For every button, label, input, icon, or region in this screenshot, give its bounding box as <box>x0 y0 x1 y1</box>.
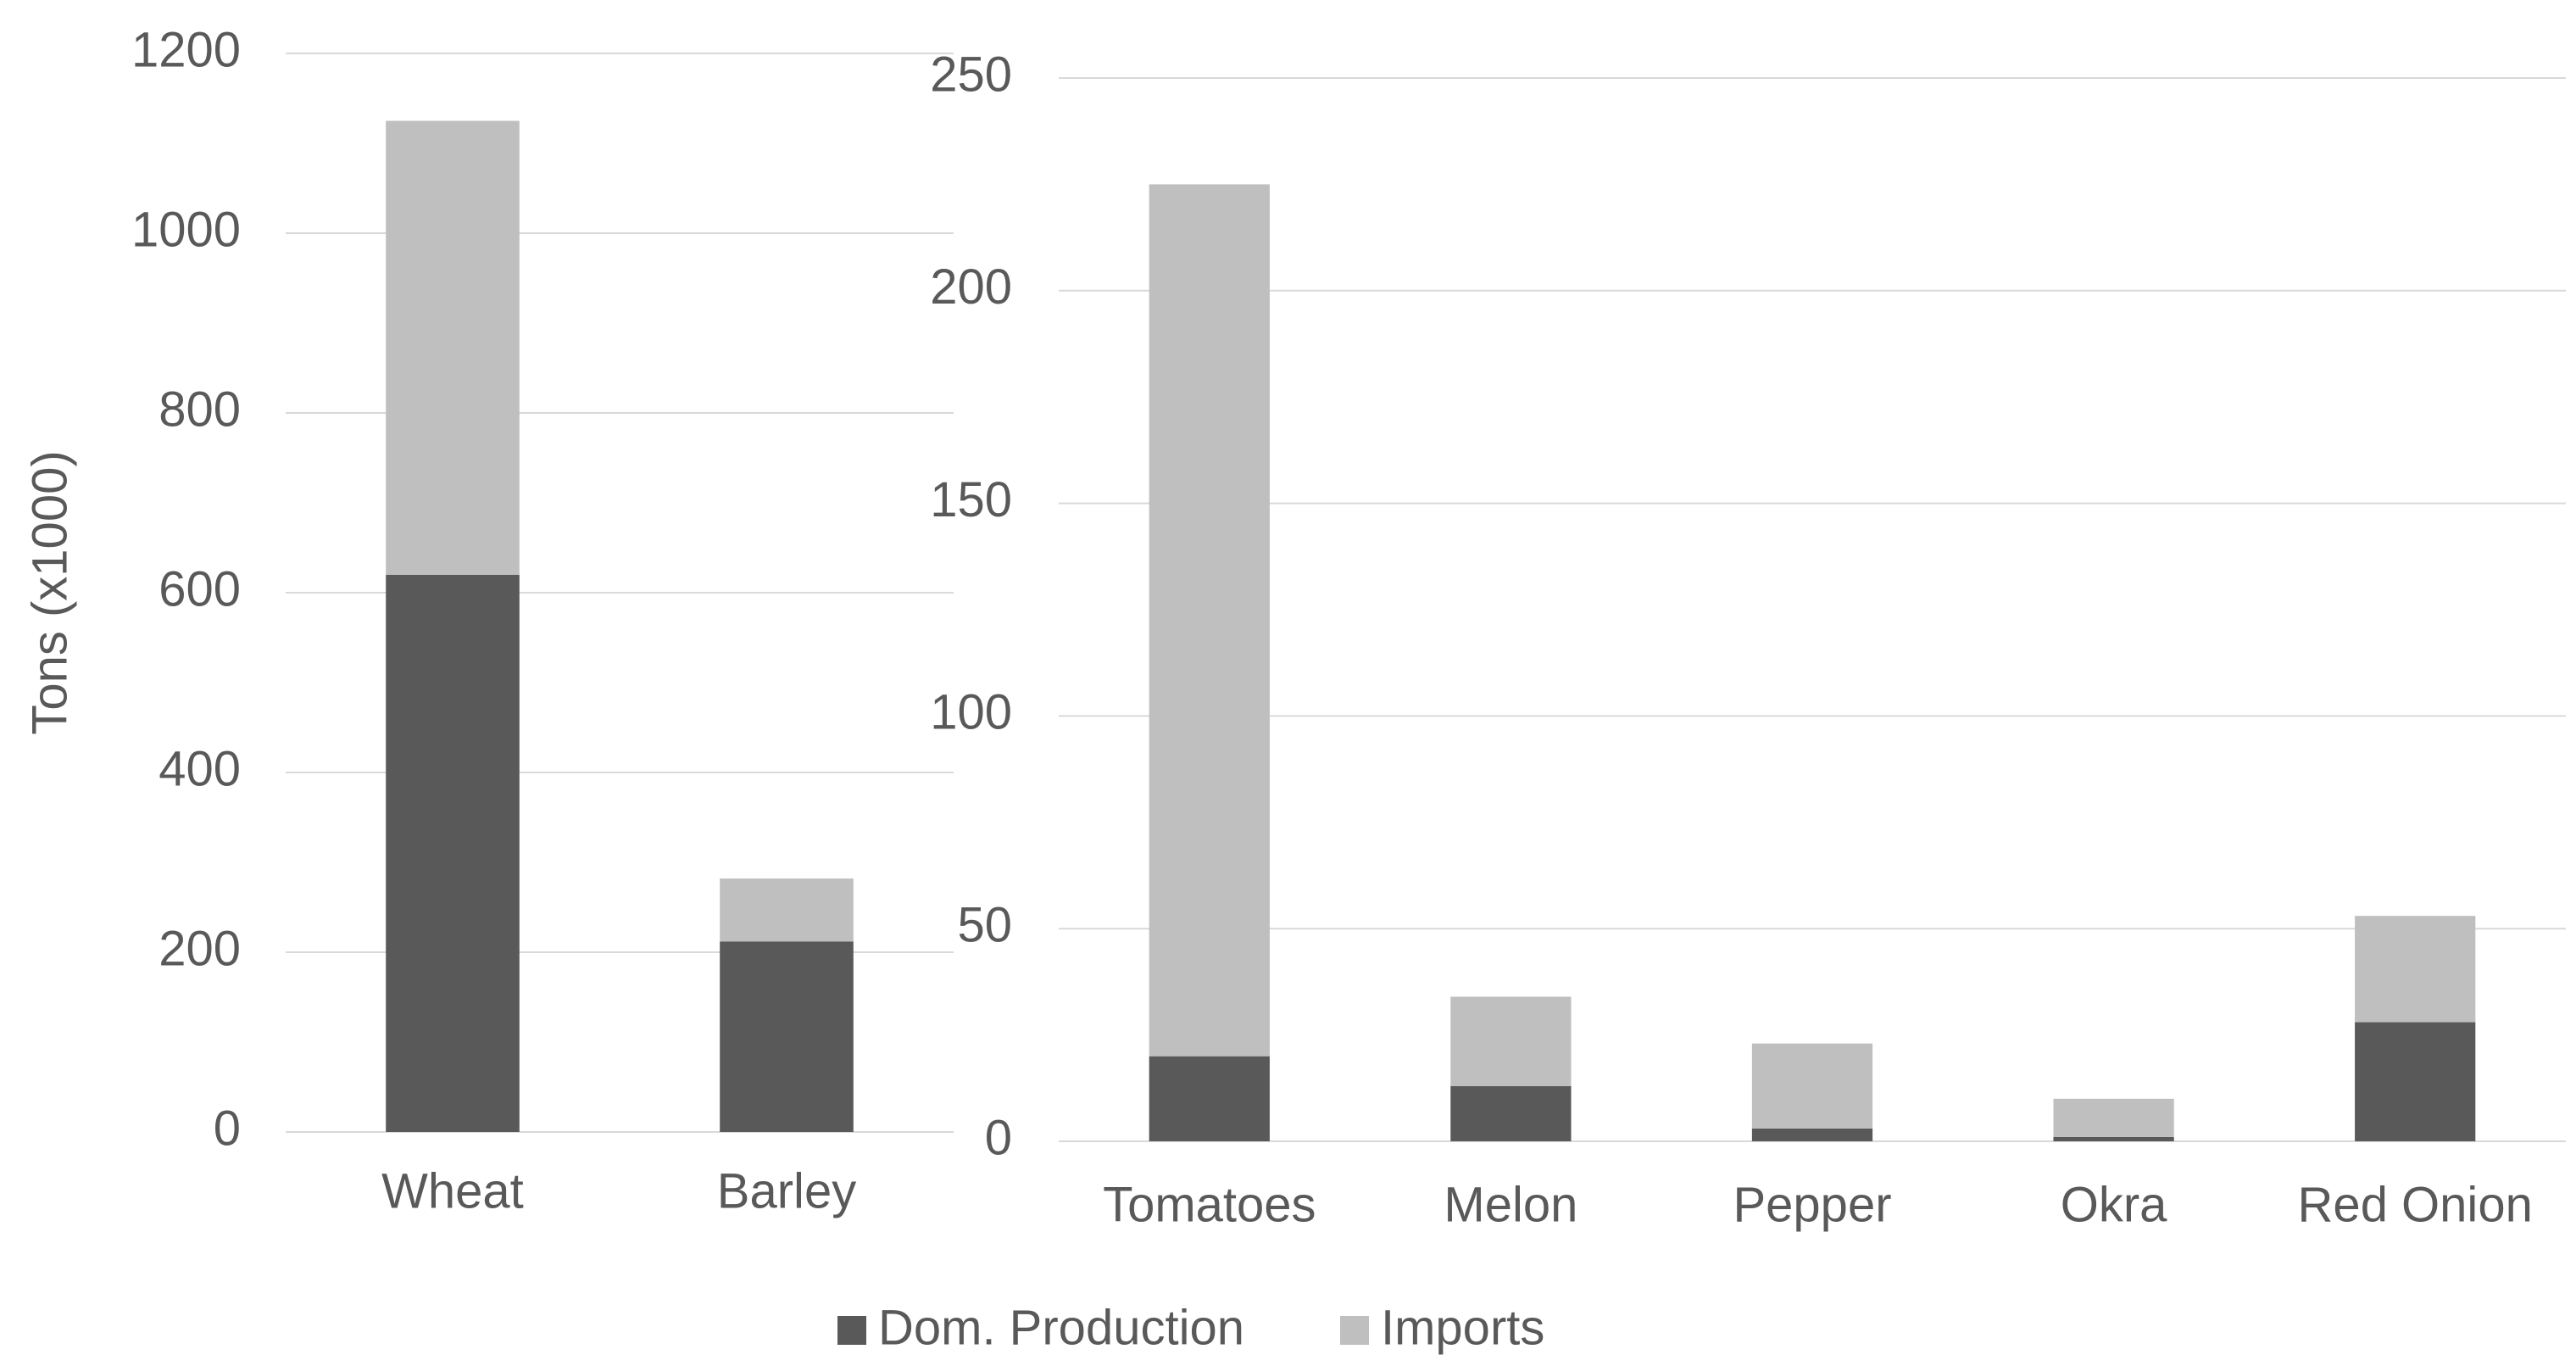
legend-label: Imports <box>1381 1300 1544 1355</box>
legend-label: Dom. Production <box>878 1300 1244 1355</box>
y-tick-label: 1000 <box>131 202 241 257</box>
x-tick-label: Pepper <box>1733 1177 1891 1232</box>
x-tick-label: Okra <box>2061 1177 2167 1232</box>
x-tick-label: Tomatoes <box>1103 1177 1316 1232</box>
y-tick-label: 0 <box>985 1110 1012 1165</box>
bar-segment <box>1450 996 1572 1086</box>
y-tick-label: 200 <box>159 921 241 976</box>
bar-segment <box>1751 1043 1873 1129</box>
bar-segment <box>2355 916 2476 1023</box>
y-tick-label: 50 <box>957 898 1012 953</box>
y-tick-label: 400 <box>159 741 241 796</box>
y-tick-label: 200 <box>930 259 1012 315</box>
legend-swatch <box>837 1316 866 1345</box>
y-tick-label: 250 <box>930 47 1012 102</box>
y-tick-label: 1200 <box>131 22 241 77</box>
x-tick-label: Barley <box>717 1163 856 1218</box>
bar-segment <box>2053 1136 2174 1141</box>
y-tick-label: 800 <box>159 382 241 437</box>
bar-segment <box>386 574 520 1132</box>
x-tick-label: Red Onion <box>2298 1177 2533 1232</box>
bar-segment <box>720 878 854 942</box>
y-tick-label: 100 <box>930 685 1012 740</box>
legend-swatch <box>1340 1316 1369 1345</box>
y-tick-label: 600 <box>159 561 241 616</box>
bar-segment <box>2053 1098 2174 1137</box>
y-tick-label: 0 <box>214 1101 241 1156</box>
bar-segment <box>1149 184 1270 1057</box>
bar-segment <box>1149 1056 1270 1141</box>
y-axis-title: Tons (x1000) <box>22 450 77 734</box>
bar-segment <box>386 120 520 575</box>
bar-segment <box>1751 1128 1873 1141</box>
x-tick-label: Wheat <box>381 1163 524 1218</box>
bar-segment <box>720 941 854 1132</box>
bar-segment <box>2355 1022 2476 1141</box>
y-tick-label: 150 <box>930 472 1012 527</box>
bar-segment <box>1450 1085 1572 1141</box>
x-tick-label: Melon <box>1444 1177 1577 1232</box>
